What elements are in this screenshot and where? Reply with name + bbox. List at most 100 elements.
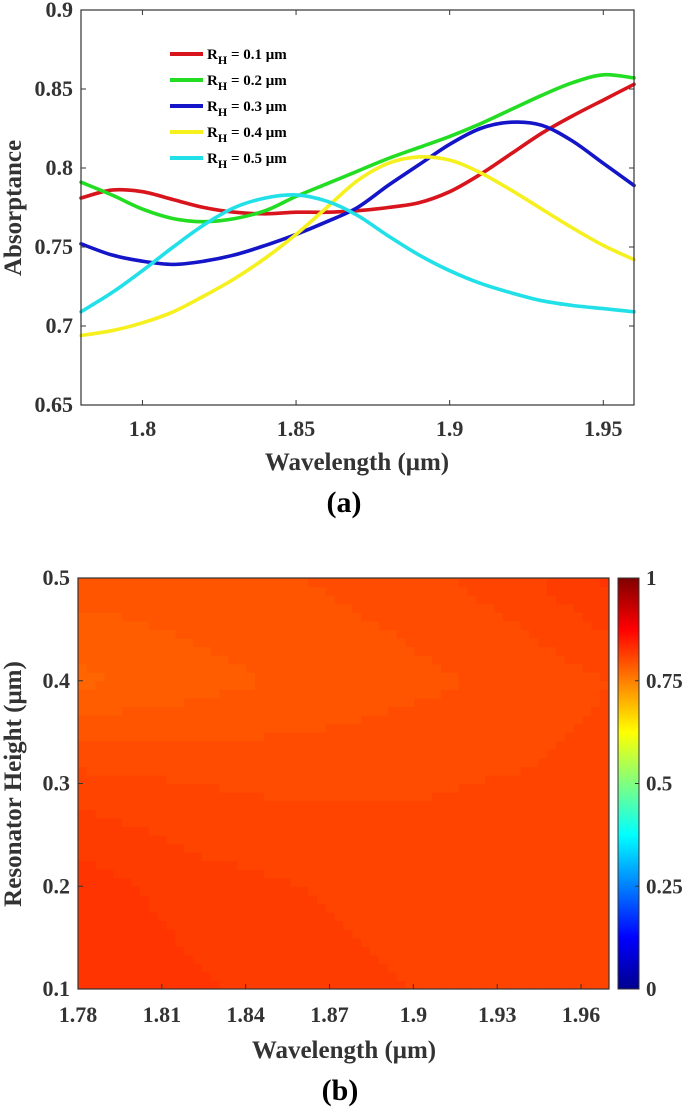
- heatmap-cell: [555, 929, 566, 939]
- heatmap-cell: [529, 792, 539, 802]
- heatmap-cell: [104, 749, 114, 759]
- heatmap-cell: [547, 715, 557, 725]
- heatmap-cell: [122, 894, 132, 904]
- heatmap-cell: [378, 732, 389, 742]
- heatmap-cell: [414, 946, 424, 956]
- heatmap-cell: [547, 578, 557, 588]
- heatmap-cell: [414, 869, 424, 879]
- heatmap-cell: [219, 937, 230, 947]
- heatmap-cell: [520, 637, 530, 648]
- heatmap-cell: [193, 809, 203, 819]
- heatmap-cell: [184, 586, 194, 596]
- heatmap-cell: [573, 800, 584, 810]
- heatmap-cell: [104, 860, 114, 870]
- heatmap-cell: [219, 723, 230, 733]
- heatmap-cell: [210, 689, 221, 699]
- heatmap-cell: [113, 877, 123, 887]
- heatmap-cell: [573, 774, 584, 785]
- heatmap-cell: [316, 586, 327, 596]
- heatmap-cell: [139, 860, 150, 870]
- heatmap-cell: [95, 920, 106, 930]
- heatmap-cell: [370, 903, 380, 913]
- heatmap-cell: [352, 937, 362, 947]
- heatmap-cell: [166, 637, 176, 648]
- heatmap-cell: [555, 774, 566, 785]
- heatmap-cell: [228, 886, 238, 896]
- heatmap-cell: [334, 732, 345, 742]
- heatmap-cell: [263, 603, 274, 613]
- y-tick-label: 0.9: [46, 0, 74, 22]
- heatmap-cell: [493, 612, 504, 622]
- heatmap-cell: [193, 783, 203, 793]
- heatmap-cell: [299, 852, 309, 862]
- heatmap-cell: [582, 843, 592, 853]
- heatmap-cell: [555, 620, 566, 630]
- heatmap-cell: [600, 920, 609, 930]
- heatmap-cell: [414, 629, 424, 639]
- heatmap-cell: [175, 783, 185, 793]
- heatmap-cell: [555, 603, 566, 613]
- heatmap-cell: [131, 586, 141, 596]
- heatmap-cell: [122, 595, 132, 605]
- heatmap-cell: [591, 843, 601, 853]
- heatmap-cell: [95, 877, 106, 887]
- heatmap-cell: [148, 946, 159, 956]
- heatmap-cell: [334, 672, 345, 682]
- heatmap-cell: [493, 809, 504, 819]
- heatmap-cell: [600, 578, 609, 588]
- heatmap-cell: [201, 783, 212, 793]
- heatmap-cell: [139, 954, 150, 964]
- heatmap-cell: [157, 723, 168, 733]
- heatmap-cell: [476, 586, 486, 596]
- heatmap-cell: [104, 723, 114, 733]
- heatmap-cell: [122, 757, 132, 767]
- heatmap-cell: [166, 629, 176, 639]
- heatmap-cell: [449, 852, 460, 862]
- heatmap-cell: [78, 937, 88, 947]
- heatmap-cell: [193, 869, 203, 879]
- heatmap-cell: [139, 620, 150, 630]
- heatmap-cell: [352, 971, 362, 982]
- heatmap-cell: [246, 612, 256, 622]
- heatmap-cell: [555, 971, 566, 982]
- heatmap-cell: [104, 903, 114, 913]
- heatmap-cell: [228, 783, 238, 793]
- heatmap-cell: [555, 920, 566, 930]
- heatmap-cell: [440, 646, 451, 656]
- heatmap-cell: [246, 766, 256, 776]
- heatmap-cell: [281, 655, 291, 665]
- heatmap-cell: [449, 706, 460, 716]
- heatmap-cell: [387, 612, 398, 622]
- heatmap-cell: [378, 586, 389, 596]
- heatmap-cells: [78, 578, 609, 989]
- heatmap-cell: [423, 834, 433, 845]
- heatmap-cell: [86, 852, 97, 862]
- heatmap-cell: [272, 774, 283, 785]
- heatmap-cell: [272, 603, 283, 613]
- heatmap-cell: [378, 852, 389, 862]
- heatmap-cell: [290, 946, 300, 956]
- heatmap-cell: [555, 809, 566, 819]
- heatmap-cell: [219, 826, 230, 836]
- heatmap-cell: [228, 774, 238, 785]
- heatmap-cell: [378, 757, 389, 767]
- heatmap-cell: [511, 689, 522, 699]
- heatmap-cell: [299, 766, 309, 776]
- heatmap-cell: [78, 911, 88, 922]
- heatmap-cell: [440, 680, 451, 690]
- heatmap-cell: [458, 715, 468, 725]
- heatmap-cell: [378, 980, 389, 989]
- heatmap-cell: [193, 920, 203, 930]
- heatmap-cell: [405, 672, 415, 682]
- heatmap-cell: [600, 980, 609, 989]
- heatmap-cell: [485, 637, 495, 648]
- heatmap-cell: [520, 937, 530, 947]
- heatmap-cell: [396, 757, 407, 767]
- panel-b-heatmap: 1.78 1.81 1.84 1.87 1.9 1.93 1.960.10.20.30.40…: [0, 565, 683, 1107]
- heatmap-cell: [555, 697, 566, 708]
- heatmap-cell: [414, 894, 424, 904]
- heatmap-cell: [148, 766, 159, 776]
- heatmap-cell: [184, 800, 194, 810]
- heatmap-cell: [263, 886, 274, 896]
- heatmap-cell: [113, 894, 123, 904]
